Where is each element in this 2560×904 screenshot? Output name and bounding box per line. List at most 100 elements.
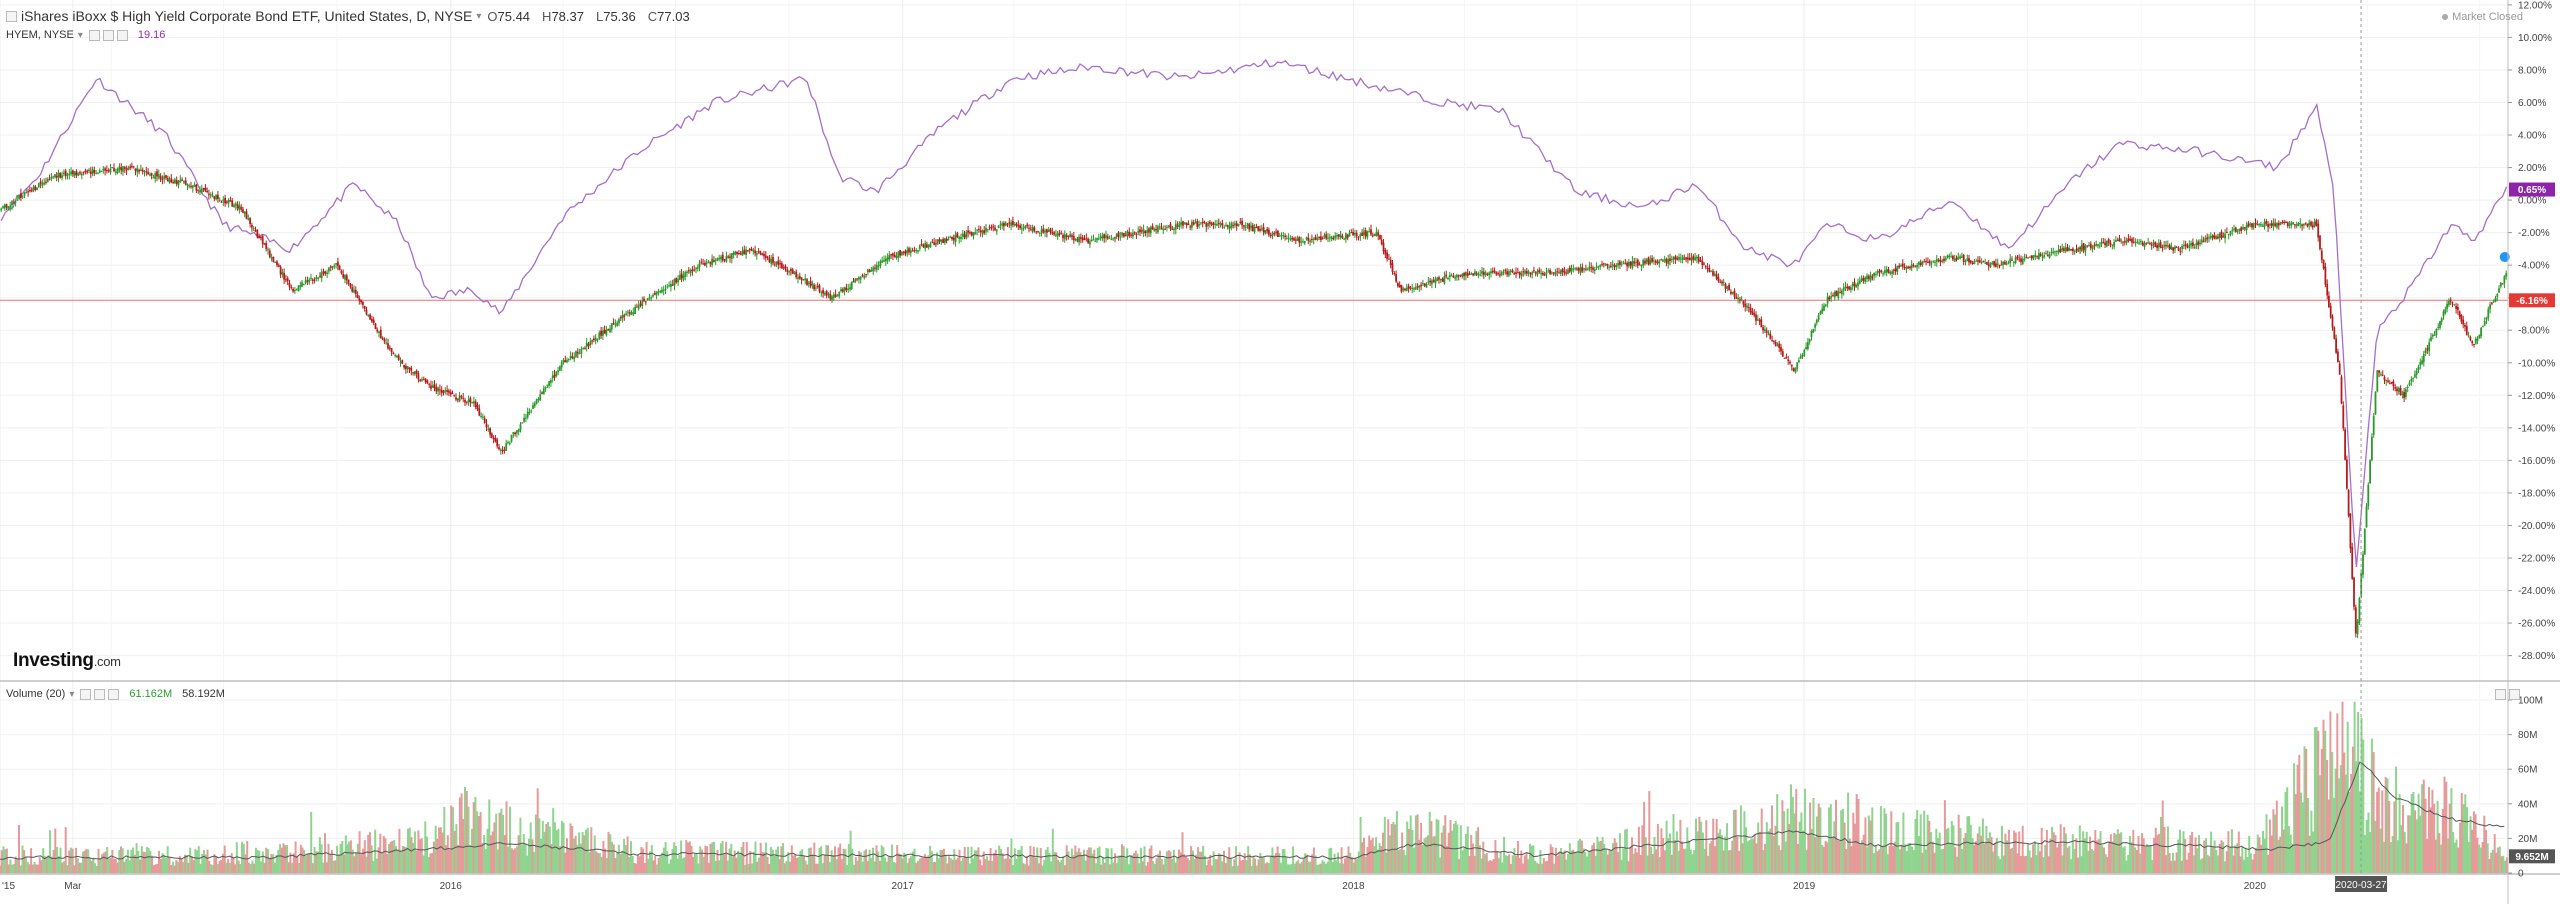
volume-bar <box>1973 844 1976 873</box>
close-icon[interactable] <box>108 688 120 700</box>
candle-body <box>1400 285 1403 292</box>
volume-bar <box>804 860 807 873</box>
volume-bar <box>2372 752 2375 873</box>
candle-body <box>333 265 336 267</box>
volume-bar <box>2218 843 2221 873</box>
volume-bar <box>1693 850 1696 873</box>
volume-bar <box>685 840 688 873</box>
candle-body <box>229 200 232 202</box>
settings-icon[interactable] <box>94 688 106 700</box>
candle-body <box>2213 235 2216 239</box>
candle-body <box>2104 242 2106 246</box>
candle-body <box>618 319 620 324</box>
volume-bar <box>1048 852 1051 873</box>
volume-bar <box>2205 838 2207 873</box>
candle-body <box>2371 436 2373 461</box>
volume-bar <box>2083 838 2086 873</box>
volume-bar <box>486 828 489 873</box>
volume-bar <box>2459 822 2462 873</box>
eye-icon[interactable] <box>88 29 100 41</box>
candle-body <box>2462 319 2465 325</box>
chevron-down-icon[interactable]: ▾ <box>476 10 482 22</box>
candle-body <box>639 303 642 306</box>
candle-body <box>2292 222 2294 225</box>
pane-maximize-icon[interactable] <box>2509 689 2520 700</box>
compare-symbol[interactable]: HYEM, NYSE <box>6 29 74 41</box>
candle-body <box>1728 284 1730 290</box>
candle-body <box>1157 226 1159 232</box>
volume-bar <box>2021 825 2024 873</box>
candle-body <box>152 177 155 179</box>
candle-body <box>1669 258 1671 261</box>
candle-body <box>1105 235 1107 239</box>
volume-bar <box>1174 862 1177 873</box>
symbol-title[interactable]: iShares iBoxx $ High Yield Corporate Bon… <box>21 8 473 24</box>
volume-bar <box>2045 829 2048 873</box>
eye-icon[interactable] <box>80 688 92 700</box>
candle-body <box>1690 257 1693 261</box>
volume-bar <box>2016 853 2019 873</box>
candle-body <box>2283 221 2286 223</box>
candle-body <box>1953 259 1956 262</box>
volume-bar <box>1734 809 1737 873</box>
candle-body <box>1123 233 1125 237</box>
volume-label[interactable]: Volume (20) <box>6 688 66 700</box>
candle-body <box>532 405 534 409</box>
candle-body <box>1785 356 1788 359</box>
volume-bar <box>1935 828 1938 873</box>
volume-bar <box>1046 847 1049 873</box>
volume-bar <box>2298 754 2301 873</box>
volume-bar <box>1124 858 1127 873</box>
volume-bar <box>1504 855 1507 873</box>
candle-body <box>854 278 857 283</box>
volume-bar <box>1233 859 1236 873</box>
close-icon[interactable] <box>116 29 128 41</box>
volume-bar <box>1824 841 1827 873</box>
pane-up-icon[interactable] <box>2495 689 2506 700</box>
volume-bar <box>2201 858 2204 873</box>
candle-body <box>260 237 262 238</box>
volume-bar <box>75 847 78 873</box>
volume-bar <box>1117 855 1120 873</box>
volume-bar <box>1847 792 1850 873</box>
candle-body <box>1892 269 1895 271</box>
volume-bar <box>52 849 55 873</box>
volume-bar <box>235 842 238 873</box>
candle-body <box>2140 241 2142 243</box>
volume-bar <box>203 850 205 873</box>
candle-body <box>1191 221 1193 228</box>
volume-bar <box>911 851 914 873</box>
candle-body <box>1291 237 1294 240</box>
candle-body <box>644 301 647 303</box>
candle-body <box>1001 223 1004 226</box>
candle-body <box>306 280 309 282</box>
candle-body <box>458 395 461 402</box>
x-tick-label: 2020 <box>2244 881 2267 892</box>
candle-body <box>224 198 226 204</box>
volume-bar <box>915 863 918 873</box>
candle-body <box>204 187 207 191</box>
candle-body <box>797 277 799 279</box>
candle-body <box>2499 282 2502 287</box>
volume-bar <box>4 849 7 873</box>
chevron-down-icon[interactable]: ▾ <box>69 688 75 700</box>
volume-bar <box>899 854 902 873</box>
volume-bar <box>401 845 404 873</box>
candle-body <box>301 282 303 287</box>
volume-bar <box>1271 847 1274 873</box>
candle-body <box>2303 223 2305 226</box>
candle-body <box>1053 232 1055 235</box>
settings-icon[interactable] <box>102 29 114 41</box>
candle-body <box>2260 224 2262 226</box>
candle-body <box>2098 245 2101 247</box>
chevron-down-icon[interactable]: ▾ <box>77 29 83 41</box>
collapse-icon[interactable] <box>6 10 17 22</box>
candle-body <box>242 209 244 213</box>
candle-body <box>560 362 563 368</box>
volume-bar <box>2085 831 2088 873</box>
candle-body <box>349 283 352 287</box>
y-tick-label: -2.00% <box>2518 228 2550 239</box>
candle-body <box>1232 225 1234 227</box>
volume-bar <box>2087 850 2090 873</box>
